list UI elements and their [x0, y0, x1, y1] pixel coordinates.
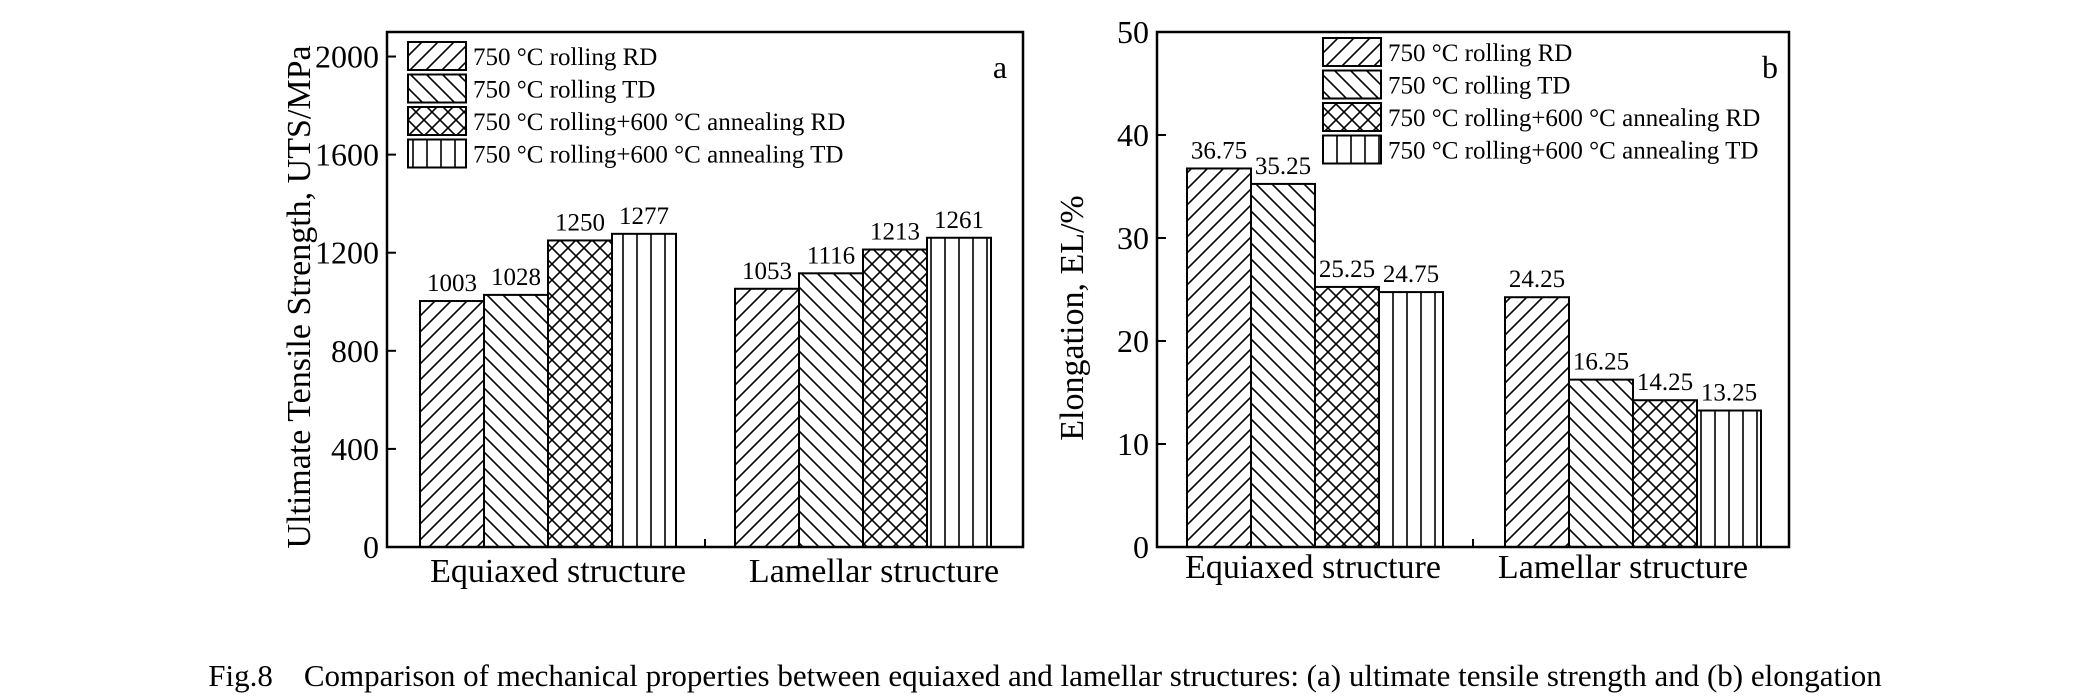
- y-tick-label: 1600: [315, 137, 379, 173]
- data-label: 16.25: [1573, 349, 1629, 376]
- data-label: 1213: [870, 219, 920, 246]
- y-ticks: 0 400 800 1200 1600 2000: [315, 39, 706, 565]
- data-label: 1261: [934, 207, 984, 234]
- y-tick-label: 50: [1117, 14, 1149, 50]
- y-tick-label: 30: [1117, 220, 1149, 256]
- category-label-lamellar: Lamellar structure: [1498, 549, 1748, 586]
- y-tick-label: 20: [1117, 323, 1149, 359]
- y-axis-label: Ultimate Tensile Strength, UTS/MPa: [281, 45, 318, 548]
- bar: [798, 272, 864, 548]
- chart-panel-a: Ultimate Tensile Strength, UTS/MPa 0 400 8…: [281, 30, 1025, 590]
- y-tick-label: 0: [363, 529, 379, 565]
- y-tick-label: 2000: [315, 39, 379, 75]
- figure-caption: Fig.8 Comparison of mechanical propertie…: [208, 658, 1882, 693]
- bar: [734, 287, 800, 548]
- bar: [1632, 399, 1698, 548]
- y-tick-label: 1200: [315, 235, 379, 271]
- y-tick-label: 400: [331, 431, 379, 467]
- legend-label: 750 °C rolling+600 °C annealing TD: [1388, 138, 1758, 165]
- legend: 750 °C rolling RD 750 °C rolling TD 750 °C…: [1322, 37, 1760, 165]
- bar: [1250, 182, 1316, 549]
- legend-label: 750 °C rolling RD: [1388, 40, 1572, 67]
- legend-swatch: [1322, 69, 1382, 100]
- legend-swatch: [407, 138, 467, 169]
- data-label: 24.25: [1509, 266, 1565, 293]
- bar: [483, 293, 549, 548]
- bar: [547, 239, 613, 548]
- legend-label: 750 °C rolling+600 °C annealing RD: [1388, 105, 1760, 132]
- data-label: 1003: [427, 270, 477, 297]
- legend-label: 750 °C rolling+600 °C annealing TD: [473, 142, 843, 169]
- legend-label: 750 °C rolling TD: [473, 77, 655, 104]
- data-label: 1028: [491, 264, 541, 291]
- legend-label: 750 °C rolling+600 °C annealing RD: [473, 109, 845, 136]
- data-label: 1250: [555, 209, 605, 236]
- data-label: 35.25: [1255, 153, 1311, 180]
- category-label-lamellar: Lamellar structure: [749, 553, 999, 590]
- legend: 750 °C rolling RD 750 °C rolling TD 750 °C…: [407, 41, 845, 169]
- legend-label: 750 °C rolling RD: [473, 44, 657, 71]
- legend-swatch: [407, 106, 467, 136]
- y-tick-label: 40: [1117, 117, 1149, 153]
- bar: [1568, 378, 1634, 548]
- legend-swatch: [1322, 37, 1382, 67]
- bar: [1378, 291, 1444, 549]
- panel-label-b: b: [1762, 49, 1778, 85]
- legend-swatch: [407, 41, 467, 71]
- bar: [611, 232, 677, 548]
- data-label: 1116: [807, 242, 855, 269]
- legend-swatch: [407, 73, 467, 104]
- category-label-equiaxed: Equiaxed structure: [430, 553, 686, 590]
- legend-swatch: [1322, 102, 1382, 132]
- y-axis-label: Elongation, EL/%: [1054, 195, 1091, 441]
- category-label-equiaxed: Equiaxed structure: [1185, 549, 1441, 586]
- data-label: 36.75: [1191, 137, 1247, 164]
- bars: [419, 232, 992, 548]
- y-tick-label: 800: [331, 333, 379, 369]
- legend-label: 750 °C rolling TD: [1388, 73, 1570, 100]
- data-label: 1053: [742, 258, 792, 285]
- y-tick-label: 0: [1133, 529, 1149, 565]
- y-tick-label: 10: [1117, 426, 1149, 462]
- data-labels: 1003 1053 1028 1116 1250 1213 1277 1261: [427, 203, 984, 297]
- data-label: 14.25: [1637, 369, 1693, 396]
- bar: [1314, 285, 1380, 548]
- bar: [1696, 409, 1762, 548]
- data-label: 24.75: [1383, 261, 1439, 288]
- panel-label-a: a: [993, 49, 1007, 85]
- bars: [1186, 167, 1762, 549]
- data-labels: 36.75 24.25 35.25 16.25 25.25 14.25 24.75 13.25: [1191, 137, 1757, 406]
- data-label: 1277: [619, 203, 669, 230]
- bar: [926, 236, 992, 548]
- bar: [862, 248, 928, 548]
- data-label: 13.25: [1701, 380, 1757, 407]
- bar: [1504, 296, 1570, 548]
- y-ticks: 0 10 20 30 40 50: [1117, 14, 1474, 565]
- legend-swatch: [1322, 134, 1382, 165]
- bar: [1186, 167, 1252, 548]
- bar: [419, 300, 485, 548]
- data-label: 25.25: [1319, 256, 1375, 283]
